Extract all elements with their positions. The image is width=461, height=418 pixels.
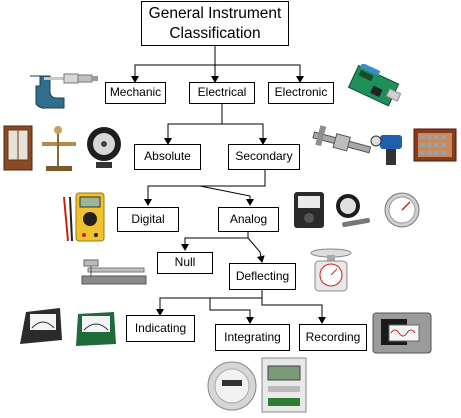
node-deflecting: Deflecting: [229, 263, 296, 290]
digital-multimeter-picture: [63, 192, 105, 242]
node-digital: Digital: [117, 207, 179, 232]
edge-secondary-analog: [199, 185, 254, 206]
node-secondary: Secondary: [228, 144, 300, 170]
edge-electrical-absolute: [164, 104, 223, 145]
edge-root-mechanic: [131, 46, 216, 83]
node-integrating: Integrating: [215, 324, 290, 351]
edge-root-electronic: [215, 64, 304, 83]
edge-deflecting-integrating: [209, 298, 254, 324]
micrometer-picture: [30, 73, 98, 109]
weighing-scale-picture: [310, 248, 352, 292]
edge-deflecting-indicating: [156, 290, 263, 316]
edge-analog-null: [181, 232, 249, 251]
node-electronic: Electronic: [268, 82, 334, 104]
edge-deflecting-recording: [261, 298, 326, 324]
node-indicating: Indicating: [126, 315, 195, 342]
absolute-instruments-picture: [3, 125, 121, 171]
electronic-board-picture: [347, 64, 402, 107]
energy-meters-picture: [207, 357, 307, 413]
node-mechanic: Mechanic: [105, 82, 166, 104]
node-absolute: Absolute: [134, 144, 201, 170]
node-analog: Analog: [218, 207, 279, 232]
root-line-1: General Instrument: [148, 5, 282, 23]
root-node: General Instrument Classification: [141, 1, 289, 46]
node-null: Null: [157, 252, 213, 274]
node-recording: Recording: [299, 324, 367, 351]
root-line-2: Classification: [169, 24, 261, 42]
indicating-meters-picture: [20, 308, 116, 346]
caliper-level-gauge-picture: [312, 125, 457, 165]
analog-meters-picture: [294, 192, 420, 228]
balance-scale-picture: [81, 259, 147, 285]
edge-secondary-digital: [144, 170, 266, 206]
edge-analog-deflecting: [247, 237, 265, 263]
node-electrical: Electrical: [189, 82, 255, 104]
chart-recorder-picture: [372, 312, 432, 354]
edge-electrical-secondary: [222, 123, 267, 145]
